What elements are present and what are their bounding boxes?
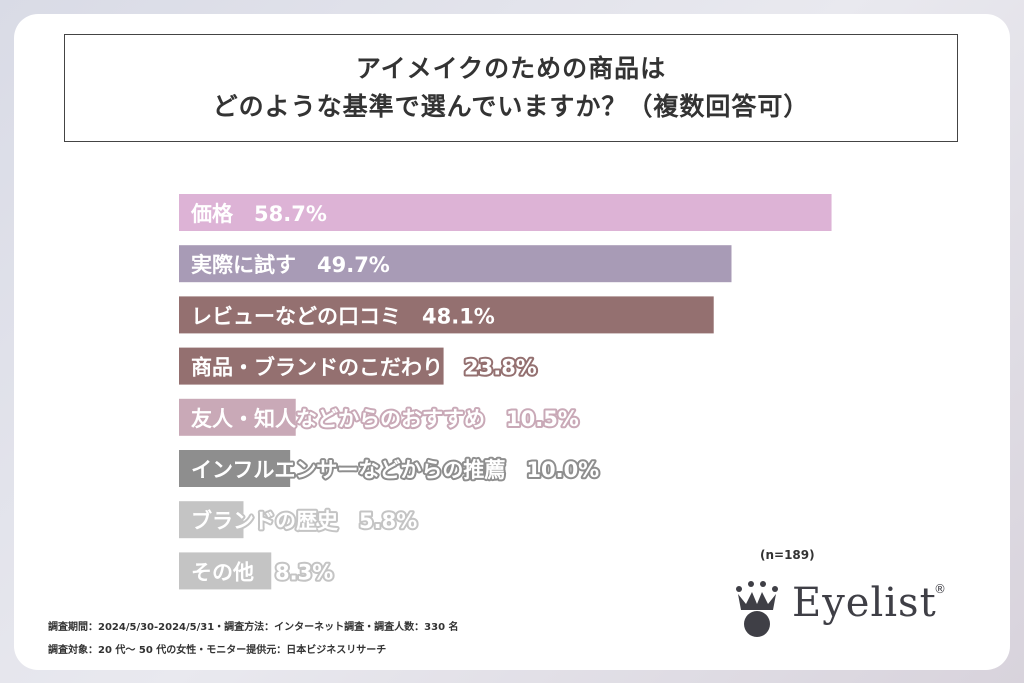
bar-2: [179, 245, 732, 283]
bar-label-6: インフルエンサーなどからの推薦 10.0%: [191, 458, 599, 482]
bar-label-5: 友人・知人などからのおすすめ 10.5%: [191, 407, 579, 431]
title-box: アイメイクのための商品は どのような基準で選んでいますか？（複数回答可）: [64, 34, 958, 142]
title-line-1: アイメイクのための商品は: [355, 54, 667, 83]
registered-mark: ®: [934, 582, 946, 596]
bar-label-8: その他 8.3%: [191, 560, 333, 584]
bar-label-2: 実際に試す 49.7%: [191, 253, 390, 277]
bar-6: [179, 450, 291, 487]
brand-logo: Eyelist ®: [726, 578, 956, 638]
crown-icon: [736, 581, 778, 637]
bar-8: [179, 552, 272, 590]
survey-info-line-1: 調査期間：2024/5/30-2024/5/31・調査方法：インターネット調査・…: [48, 622, 459, 633]
bar-label-7: ブランドの歴史 5.8%: [191, 509, 417, 533]
bar-label-1: 価格 58.7%: [190, 202, 327, 226]
bar-label-4: 商品・ブランドのこだわり 23.8%: [191, 356, 537, 380]
bar-7: [179, 501, 244, 539]
brand-name: Eyelist: [792, 580, 937, 626]
bar-3: [179, 296, 714, 334]
bar-5: [179, 398, 296, 436]
bar-1: [179, 194, 832, 231]
sample-size-note: (n=189): [760, 548, 815, 562]
title-line-2: どのような基準で選んでいますか？（複数回答可）: [212, 92, 810, 121]
bar-4: [179, 347, 444, 385]
bar-label-3: レビューなどの口コミ 48.1%: [191, 304, 495, 328]
survey-info-line-2: 調査対象：20 代〜 50 代の女性・モニター提供元：日本ビジネスリサーチ: [48, 645, 387, 656]
